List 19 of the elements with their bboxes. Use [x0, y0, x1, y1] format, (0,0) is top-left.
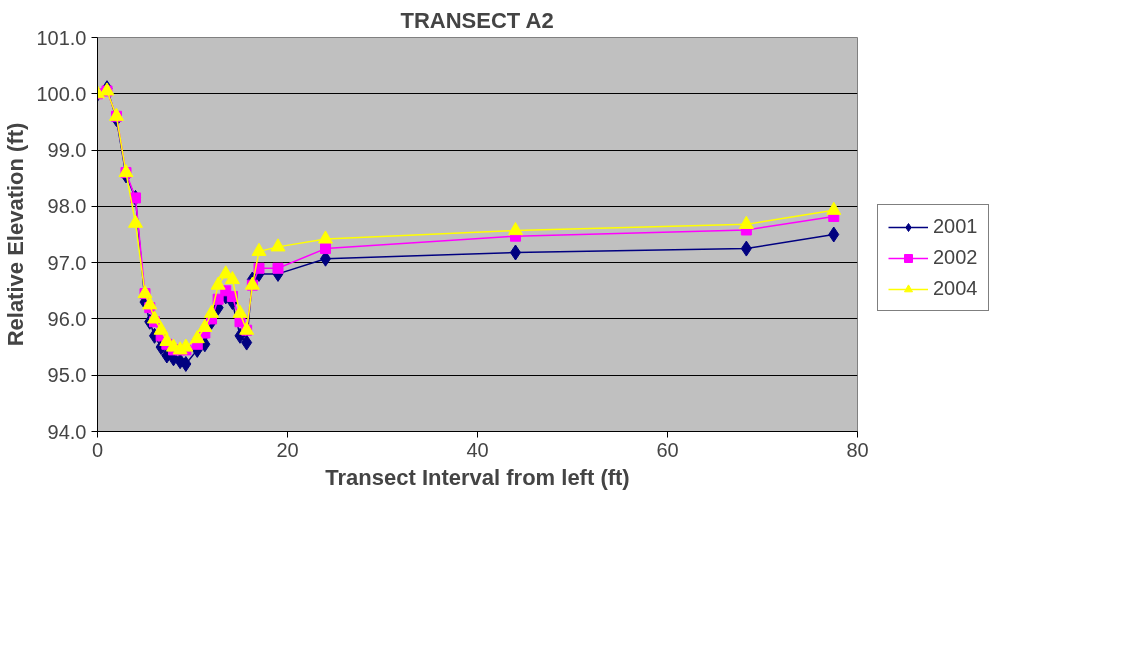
y-tick-label: 101.0	[36, 26, 87, 49]
x-tick-label: 80	[846, 438, 869, 461]
legend-label: 2001	[933, 215, 978, 238]
y-tick-label: 97.0	[47, 251, 87, 274]
legend-label: 2004	[933, 277, 978, 300]
y-axis-title: Relative Elevation (ft)	[3, 122, 29, 347]
y-tick-label: 100.0	[36, 82, 87, 105]
x-tick-label: 20	[276, 438, 299, 461]
y-tick-label: 98.0	[47, 195, 87, 218]
y-tick-label: 99.0	[47, 139, 87, 162]
y-tick-label: 94.0	[47, 420, 87, 443]
legend-label: 2002	[933, 246, 978, 269]
x-tick-label: 40	[466, 438, 489, 461]
chart-title: TRANSECT A2	[400, 7, 554, 33]
x-axis-title: Transect Interval from left (ft)	[325, 464, 630, 490]
x-tick-label: 0	[91, 438, 104, 461]
y-tick-label: 96.0	[47, 307, 87, 330]
x-tick-label: 60	[656, 438, 679, 461]
y-tick-label: 95.0	[47, 364, 87, 387]
